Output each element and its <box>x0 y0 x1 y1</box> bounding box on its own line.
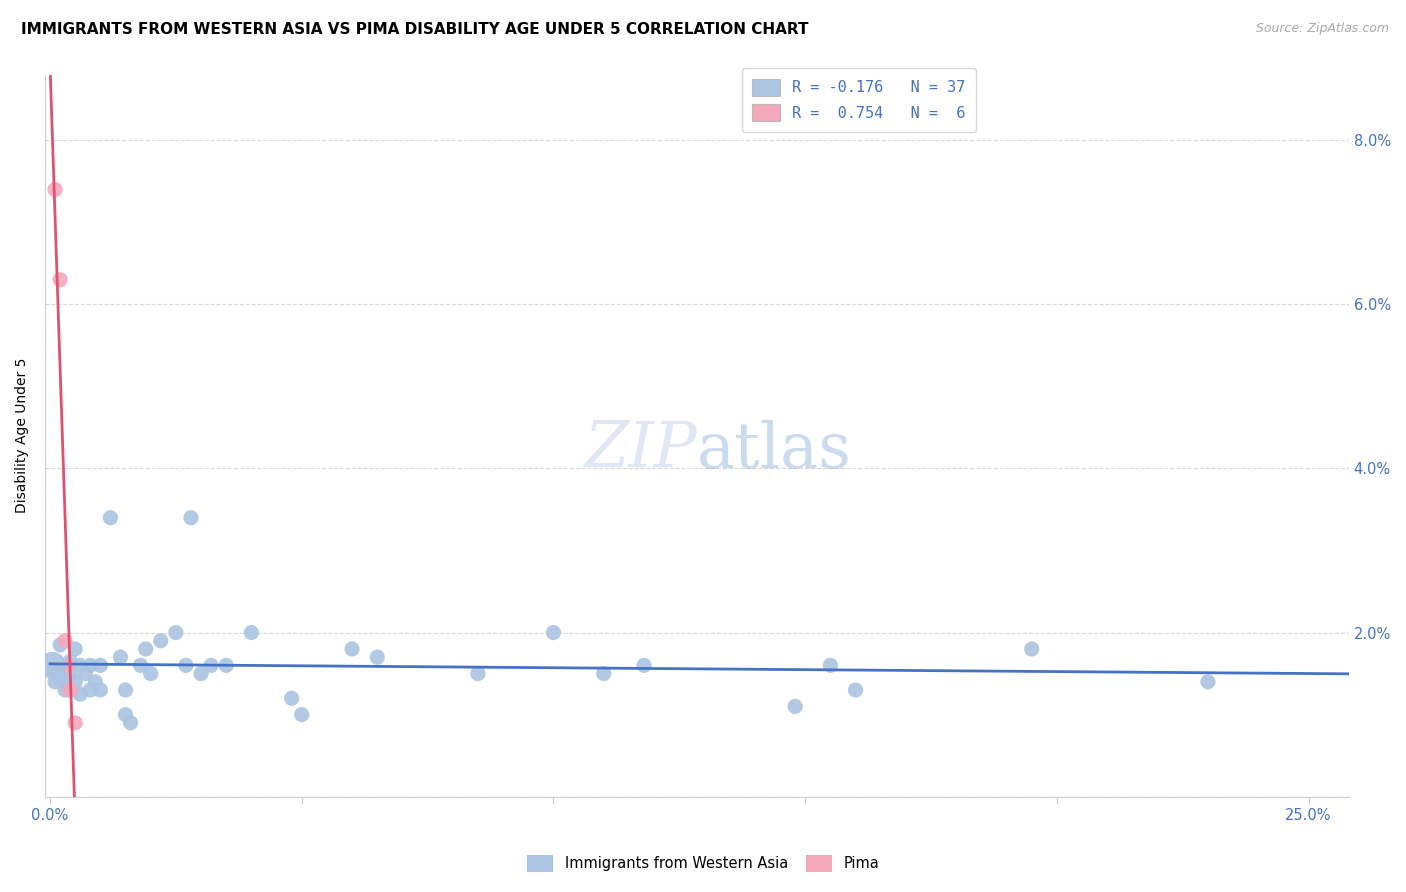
Point <box>120 715 142 730</box>
Point <box>291 707 314 722</box>
Point <box>75 666 97 681</box>
Point <box>190 666 212 681</box>
Point <box>53 683 76 698</box>
Point <box>44 663 66 677</box>
Point <box>1021 642 1043 657</box>
Point <box>53 674 76 689</box>
Point <box>49 638 72 652</box>
Point <box>785 699 807 714</box>
Point <box>89 658 111 673</box>
Point <box>543 625 565 640</box>
Point <box>69 658 91 673</box>
Point <box>280 691 302 706</box>
Point <box>49 273 72 287</box>
Point <box>63 642 86 657</box>
Point <box>200 658 222 673</box>
Point <box>366 650 388 665</box>
Point <box>240 625 263 640</box>
Legend: R = -0.176   N = 37, R =  0.754   N =  6: R = -0.176 N = 37, R = 0.754 N = 6 <box>742 68 976 132</box>
Point <box>114 707 136 722</box>
Point <box>844 683 866 698</box>
Point <box>44 182 66 196</box>
Point <box>165 625 187 640</box>
Point <box>139 666 162 681</box>
Text: atlas: atlas <box>697 419 852 481</box>
Point <box>180 510 202 524</box>
Point <box>340 642 363 657</box>
Point <box>49 671 72 685</box>
Point <box>59 654 82 668</box>
Point <box>79 683 101 698</box>
Point <box>44 674 66 689</box>
Point <box>114 683 136 698</box>
Point <box>63 715 86 730</box>
Legend: Immigrants from Western Asia, Pima: Immigrants from Western Asia, Pima <box>522 849 884 878</box>
Point <box>84 674 107 689</box>
Point <box>633 658 655 673</box>
Point <box>135 642 157 657</box>
Point <box>467 666 489 681</box>
Point <box>69 687 91 701</box>
Text: Source: ZipAtlas.com: Source: ZipAtlas.com <box>1256 22 1389 36</box>
Point <box>89 683 111 698</box>
Point <box>59 683 82 698</box>
Point <box>129 658 152 673</box>
Point <box>215 658 238 673</box>
Text: IMMIGRANTS FROM WESTERN ASIA VS PIMA DISABILITY AGE UNDER 5 CORRELATION CHART: IMMIGRANTS FROM WESTERN ASIA VS PIMA DIS… <box>21 22 808 37</box>
Point <box>174 658 197 673</box>
Text: ZIP: ZIP <box>585 419 697 481</box>
Point <box>41 658 63 673</box>
Point <box>79 658 101 673</box>
Point <box>820 658 842 673</box>
Y-axis label: Disability Age Under 5: Disability Age Under 5 <box>15 358 30 513</box>
Point <box>56 658 79 673</box>
Point <box>53 633 76 648</box>
Point <box>1197 674 1219 689</box>
Point <box>63 674 86 689</box>
Point <box>149 633 172 648</box>
Point <box>100 510 122 524</box>
Point <box>59 666 82 681</box>
Point <box>592 666 614 681</box>
Point <box>110 650 132 665</box>
